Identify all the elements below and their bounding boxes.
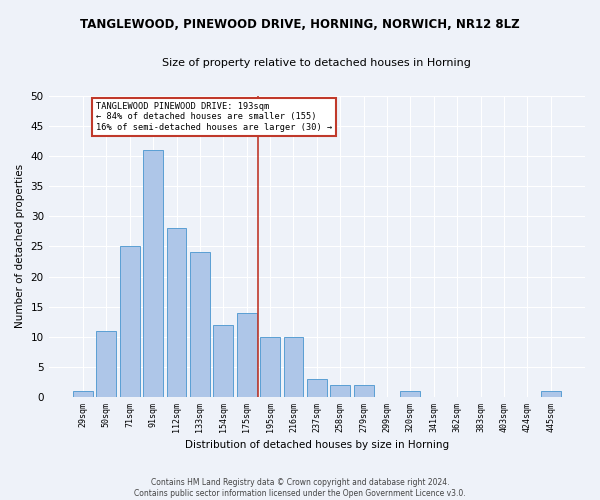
Bar bbox=[97, 330, 116, 397]
Bar bbox=[190, 252, 210, 397]
Bar bbox=[73, 391, 93, 397]
Text: Contains HM Land Registry data © Crown copyright and database right 2024.
Contai: Contains HM Land Registry data © Crown c… bbox=[134, 478, 466, 498]
Title: Size of property relative to detached houses in Horning: Size of property relative to detached ho… bbox=[163, 58, 471, 68]
X-axis label: Distribution of detached houses by size in Horning: Distribution of detached houses by size … bbox=[185, 440, 449, 450]
Bar bbox=[400, 391, 421, 397]
Y-axis label: Number of detached properties: Number of detached properties bbox=[15, 164, 25, 328]
Bar bbox=[260, 336, 280, 397]
Bar bbox=[237, 312, 257, 397]
Bar bbox=[143, 150, 163, 397]
Text: TANGLEWOOD PINEWOOD DRIVE: 193sqm
← 84% of detached houses are smaller (155)
16%: TANGLEWOOD PINEWOOD DRIVE: 193sqm ← 84% … bbox=[96, 102, 332, 132]
Bar bbox=[284, 336, 304, 397]
Bar bbox=[214, 324, 233, 397]
Bar bbox=[330, 385, 350, 397]
Bar bbox=[541, 391, 560, 397]
Bar bbox=[167, 228, 187, 397]
Bar bbox=[120, 246, 140, 397]
Text: TANGLEWOOD, PINEWOOD DRIVE, HORNING, NORWICH, NR12 8LZ: TANGLEWOOD, PINEWOOD DRIVE, HORNING, NOR… bbox=[80, 18, 520, 30]
Bar bbox=[307, 379, 327, 397]
Bar bbox=[353, 385, 374, 397]
